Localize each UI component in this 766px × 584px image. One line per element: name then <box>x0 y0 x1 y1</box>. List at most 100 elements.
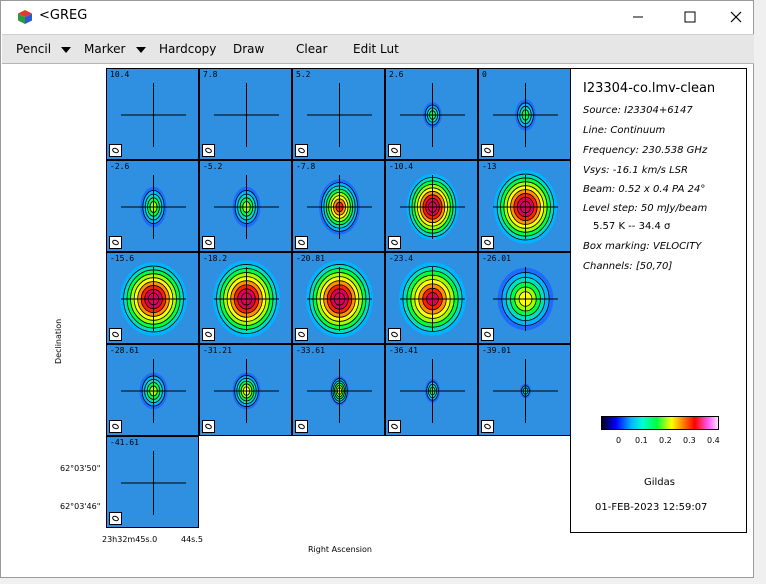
info-panel: I23304-co.lmv-clean Source: I23304+6147 … <box>570 68 747 533</box>
channel-image <box>386 161 477 251</box>
y-tick-label: 62°03'46" <box>60 502 101 511</box>
colorbar-tick: 0.2 <box>659 436 672 445</box>
velocity-label: -2.6 <box>110 162 130 171</box>
velocity-label: 5.2 <box>296 70 311 79</box>
menu-marker[interactable]: Marker <box>84 42 126 56</box>
y-axis-label: Declination <box>54 318 63 364</box>
beam-ellipse-icon <box>295 144 308 157</box>
plot-canvas[interactable]: 10.4 7.8 5.2 2.6 0 -2.6 -5.2 -7.8 -10.4 -13 -15.6 -… <box>8 64 753 576</box>
velocity-label: -13 <box>482 162 497 171</box>
channel-image <box>479 161 570 251</box>
y-tick-label: 62°03'50" <box>60 464 101 473</box>
menu-pencil[interactable]: Pencil <box>16 42 52 56</box>
channel-image <box>386 253 477 343</box>
beam-ellipse-icon <box>388 328 401 341</box>
menu-hardcopy[interactable]: Hardcopy <box>159 42 217 56</box>
colorbar-tick: 0.4 <box>707 436 720 445</box>
velocity-label: 10.4 <box>110 70 130 79</box>
channel-image <box>107 437 198 527</box>
beam-ellipse-icon <box>388 144 401 157</box>
channel-panel: 2.6 <box>385 68 478 160</box>
channel-image <box>293 69 384 159</box>
beam-ellipse-icon <box>109 144 122 157</box>
channel-panel: -41.61 <box>106 436 199 528</box>
colorbar <box>601 416 719 430</box>
channel-panel: -5.2 <box>199 160 292 252</box>
x-tick-label: 23h32m45s.0 <box>102 535 158 544</box>
beam-ellipse-icon <box>295 328 308 341</box>
maximize-button[interactable] <box>667 1 713 33</box>
velocity-label: -36.41 <box>389 346 418 355</box>
beam-ellipse-icon <box>388 236 401 249</box>
channel-panel: -18.2 <box>199 252 292 344</box>
channel-image <box>200 253 291 343</box>
channel-image <box>479 253 570 343</box>
channel-image <box>200 161 291 251</box>
title-bar[interactable]: <GREG <box>1 1 753 33</box>
marker-dropdown-arrow-icon[interactable] <box>136 47 146 53</box>
pencil-dropdown-arrow-icon[interactable] <box>61 47 71 53</box>
menu-draw[interactable]: Draw <box>233 42 265 56</box>
beam-ellipse-icon <box>481 144 494 157</box>
x-axis-label: Right Ascension <box>308 545 372 554</box>
channel-panel: -23.4 <box>385 252 478 344</box>
beam-ellipse-icon <box>388 420 401 433</box>
noise-background <box>107 69 198 159</box>
channel-image <box>107 69 198 159</box>
channel-panel: 7.8 <box>199 68 292 160</box>
noise-background <box>107 437 198 527</box>
info-level-step: Level step: 50 mJy/beam <box>583 203 708 214</box>
velocity-label: -33.61 <box>296 346 325 355</box>
channel-panel: -39.01 <box>478 344 571 436</box>
channel-image <box>107 345 198 435</box>
menu-bar: Pencil Marker Hardcopy Draw Clear Edit L… <box>2 34 766 64</box>
channel-image <box>200 345 291 435</box>
channel-image <box>386 69 477 159</box>
velocity-label: -31.21 <box>203 346 232 355</box>
velocity-label: 0 <box>482 70 487 79</box>
menu-clear[interactable]: Clear <box>296 42 328 56</box>
beam-ellipse-icon <box>109 512 122 525</box>
background-desktop-edge <box>754 0 766 584</box>
channel-panel: 5.2 <box>292 68 385 160</box>
channel-image <box>479 69 570 159</box>
beam-ellipse-icon <box>202 328 215 341</box>
info-beam: Beam: 0.52 x 0.4 PA 24° <box>583 184 706 195</box>
channel-panel: -10.4 <box>385 160 478 252</box>
beam-ellipse-icon <box>295 420 308 433</box>
noise-background <box>200 69 291 159</box>
beam-ellipse-icon <box>202 144 215 157</box>
info-level-step-k: 5.57 K -- 34.4 σ <box>593 221 671 232</box>
beam-ellipse-icon <box>109 328 122 341</box>
velocity-label: -10.4 <box>389 162 414 171</box>
timestamp: 01-FEB-2023 12:59:07 <box>595 502 708 513</box>
noise-background <box>293 69 384 159</box>
velocity-label: -20.81 <box>296 254 325 263</box>
cube-app-icon <box>18 10 32 24</box>
maximize-icon <box>684 11 696 23</box>
channel-image <box>293 161 384 251</box>
velocity-label: 7.8 <box>203 70 218 79</box>
velocity-label: -15.6 <box>110 254 135 263</box>
gildas-label: Gildas <box>644 477 675 488</box>
x-tick-label: 44s.5 <box>181 535 203 544</box>
channel-panel: -36.41 <box>385 344 478 436</box>
channel-panel: -28.61 <box>106 344 199 436</box>
velocity-label: -26.01 <box>482 254 511 263</box>
info-line: Line: Continuum <box>583 125 666 136</box>
info-channels: Channels: [50,70] <box>583 261 673 272</box>
channel-panel: -15.6 <box>106 252 199 344</box>
close-button[interactable] <box>713 1 759 33</box>
beam-ellipse-icon <box>109 236 122 249</box>
channel-image <box>293 345 384 435</box>
channel-panel: 0 <box>478 68 571 160</box>
beam-ellipse-icon <box>481 420 494 433</box>
channel-panel: -26.01 <box>478 252 571 344</box>
menu-edit-lut[interactable]: Edit Lut <box>353 42 399 56</box>
velocity-label: -5.2 <box>203 162 223 171</box>
channel-panel: -31.21 <box>199 344 292 436</box>
minimize-button[interactable] <box>615 1 661 33</box>
beam-ellipse-icon <box>481 328 494 341</box>
velocity-label: -23.4 <box>389 254 414 263</box>
channel-image <box>107 161 198 251</box>
